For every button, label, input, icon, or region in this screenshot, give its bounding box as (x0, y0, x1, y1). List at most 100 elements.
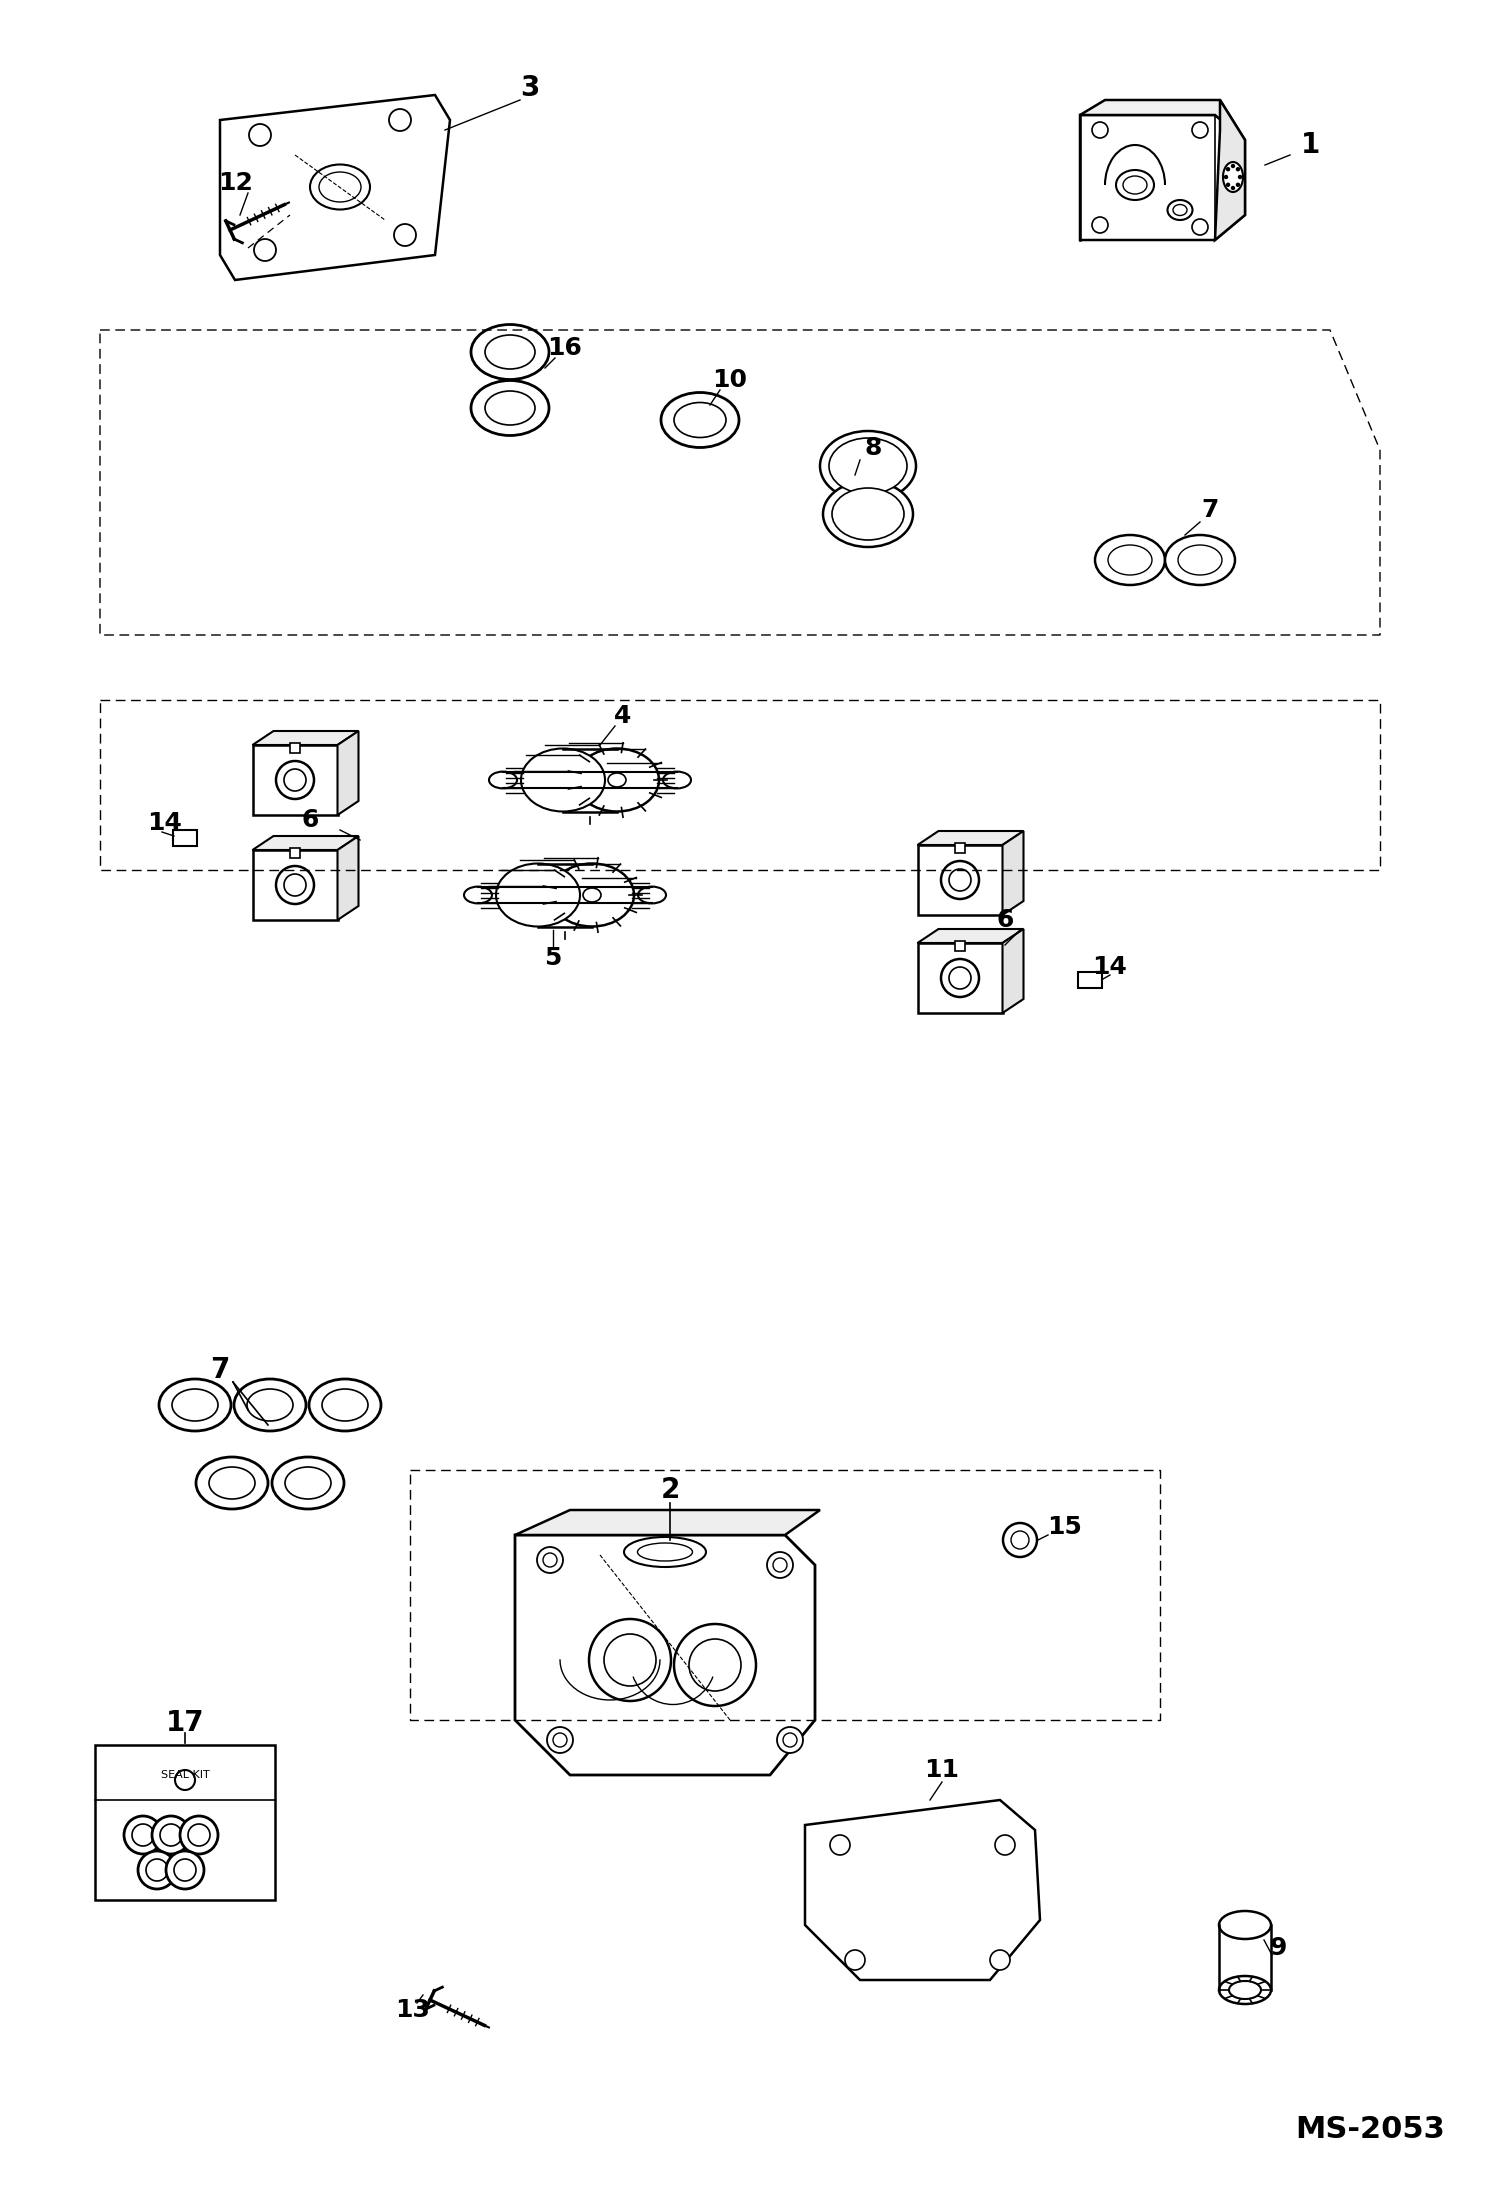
Circle shape (151, 1816, 190, 1853)
Ellipse shape (589, 1618, 671, 1702)
Text: SEAL KIT: SEAL KIT (160, 1770, 210, 1781)
Bar (291, 743, 300, 752)
Circle shape (777, 1728, 803, 1752)
Ellipse shape (1222, 162, 1243, 193)
Circle shape (1011, 1531, 1029, 1548)
Circle shape (138, 1851, 175, 1888)
Polygon shape (1002, 930, 1023, 1013)
Polygon shape (917, 943, 1002, 1013)
Circle shape (394, 224, 416, 246)
Ellipse shape (247, 1388, 294, 1421)
Circle shape (180, 1816, 219, 1853)
Bar (291, 849, 300, 857)
Circle shape (1231, 164, 1234, 167)
Text: 6: 6 (996, 908, 1014, 932)
Ellipse shape (1167, 200, 1192, 219)
Ellipse shape (1228, 1980, 1261, 2000)
Ellipse shape (1219, 1910, 1270, 1939)
Ellipse shape (689, 1638, 742, 1691)
Ellipse shape (638, 886, 667, 904)
Ellipse shape (1219, 1976, 1270, 2004)
Text: 15: 15 (1047, 1515, 1083, 1539)
Ellipse shape (638, 1544, 692, 1561)
Polygon shape (515, 1535, 815, 1774)
Circle shape (166, 1851, 204, 1888)
Bar (94, 1746, 276, 1899)
Circle shape (160, 1825, 181, 1847)
Ellipse shape (464, 886, 491, 904)
Circle shape (175, 1770, 195, 1789)
Ellipse shape (608, 772, 626, 787)
Text: 1: 1 (1300, 132, 1320, 160)
Ellipse shape (625, 1537, 706, 1568)
Circle shape (1004, 1522, 1037, 1557)
Text: 2: 2 (661, 1476, 680, 1504)
Polygon shape (804, 1800, 1040, 1980)
Circle shape (189, 1825, 210, 1847)
Ellipse shape (674, 1625, 756, 1706)
Text: 4: 4 (614, 704, 632, 728)
Ellipse shape (1109, 546, 1152, 575)
Polygon shape (1080, 114, 1245, 239)
Ellipse shape (941, 862, 980, 899)
Circle shape (990, 1950, 1010, 1969)
Text: 11: 11 (924, 1759, 960, 1783)
Ellipse shape (950, 868, 971, 890)
Bar (956, 941, 965, 952)
Ellipse shape (234, 1379, 306, 1432)
Ellipse shape (1095, 535, 1165, 586)
Text: 9: 9 (1269, 1936, 1287, 1961)
Circle shape (767, 1553, 792, 1579)
Ellipse shape (604, 1634, 656, 1686)
Text: 7: 7 (1201, 498, 1219, 522)
Ellipse shape (159, 1379, 231, 1432)
Circle shape (132, 1825, 154, 1847)
Text: 12: 12 (219, 171, 253, 195)
Polygon shape (1080, 101, 1245, 140)
Ellipse shape (276, 866, 315, 904)
Text: 5: 5 (544, 945, 562, 969)
Circle shape (773, 1557, 786, 1572)
Text: 14: 14 (148, 811, 183, 836)
Polygon shape (1215, 101, 1245, 239)
Polygon shape (253, 746, 337, 816)
Circle shape (830, 1836, 849, 1855)
Ellipse shape (1124, 175, 1147, 193)
Bar (172, 829, 198, 846)
Circle shape (1236, 167, 1239, 171)
Text: 8: 8 (864, 436, 882, 461)
Text: 7: 7 (210, 1355, 229, 1384)
Text: 6: 6 (301, 807, 319, 831)
Circle shape (1192, 123, 1207, 138)
Polygon shape (253, 836, 358, 851)
Ellipse shape (485, 336, 535, 368)
Circle shape (1224, 175, 1227, 178)
Circle shape (1227, 184, 1230, 186)
Circle shape (174, 1860, 196, 1882)
Polygon shape (917, 844, 1002, 914)
Ellipse shape (950, 967, 971, 989)
Text: 14: 14 (1092, 954, 1128, 978)
Circle shape (783, 1732, 797, 1748)
Ellipse shape (285, 770, 306, 792)
Ellipse shape (285, 875, 306, 897)
Ellipse shape (319, 171, 361, 202)
Polygon shape (917, 831, 1023, 844)
Ellipse shape (521, 748, 605, 811)
Ellipse shape (196, 1456, 268, 1509)
Circle shape (1092, 217, 1109, 232)
Polygon shape (220, 94, 449, 281)
Circle shape (249, 125, 271, 147)
Circle shape (547, 1728, 574, 1752)
Ellipse shape (941, 958, 980, 998)
Polygon shape (1002, 831, 1023, 914)
Ellipse shape (470, 382, 548, 436)
Circle shape (845, 1950, 864, 1969)
Circle shape (1227, 167, 1230, 171)
Ellipse shape (1116, 171, 1153, 200)
Text: 10: 10 (713, 368, 748, 393)
Ellipse shape (550, 864, 634, 925)
Ellipse shape (828, 439, 906, 493)
Text: 17: 17 (166, 1708, 204, 1737)
Bar (1079, 971, 1103, 989)
